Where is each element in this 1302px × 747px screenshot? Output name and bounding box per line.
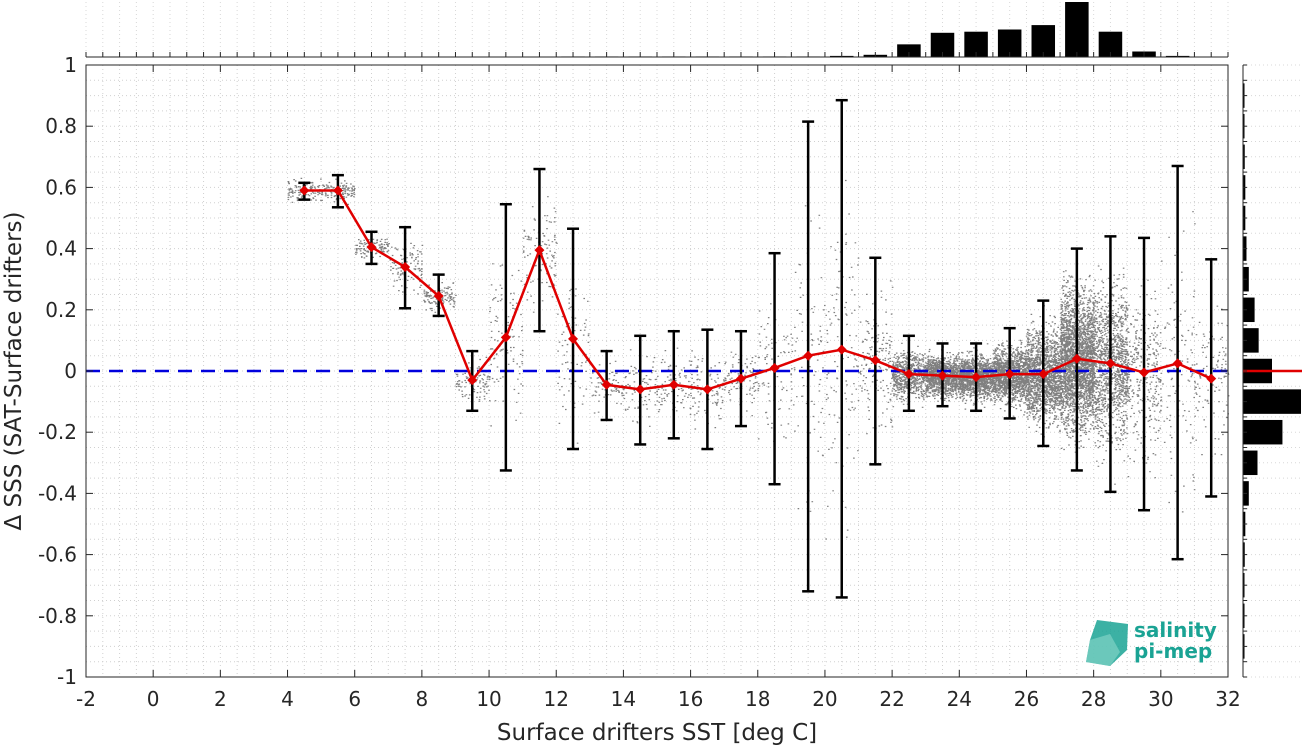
logo-shape-light [1086,634,1120,666]
x-histogram-panel [85,0,1229,58]
y-tick-label: -0.4 [38,481,77,505]
x-histogram-bar [997,29,1022,57]
x-tick-label: 18 [745,687,770,711]
x-tick-label: 14 [611,687,636,711]
y-histogram-bar [1243,389,1301,414]
x-tick-label: 6 [348,687,361,711]
x-axis-label: Surface drifters SST [deg C] [497,720,817,746]
x-tick-label: 20 [812,687,837,711]
y-histogram-bar [1243,297,1255,323]
logo-text-line1: salinity [1134,618,1217,642]
x-histogram-frame [86,0,1228,57]
mean-marker [568,333,579,344]
mean-marker [635,384,646,395]
scatter-cloud [287,177,1230,540]
mean-marker [836,344,847,355]
mean-marker [1139,367,1150,378]
y-tick-label: -0.2 [38,420,77,444]
x-histogram-bar [1098,31,1123,57]
mean-polyline [304,189,1212,391]
x-tick-label: -2 [76,687,96,711]
mean-marker [1071,353,1082,364]
x-tick-label: 2 [214,687,227,711]
x-histogram-bar [930,32,955,57]
y-histogram-panel [1242,64,1302,678]
x-histogram-bar [897,44,921,57]
y-histogram-ticks [1243,64,1247,678]
mean-marker [601,379,612,390]
x-tick-label: 28 [1081,687,1106,711]
mean-marker [500,332,511,343]
mean-marker [903,369,914,380]
x-tick-label: 10 [476,687,501,711]
mean-marker [735,373,746,384]
x-histogram-bar [1065,2,1089,57]
y-tick-label: 1 [64,53,77,77]
mean-marker [534,245,545,256]
x-tick-label: 24 [947,687,972,711]
mean-marker [366,242,377,253]
x-tick-label: 22 [879,687,904,711]
x-histogram-bars [561,2,1190,58]
mean-marker [870,355,881,366]
mean-marker [1038,369,1049,380]
x-tick-label: 4 [281,687,294,711]
x-histogram-ticks [85,52,1229,57]
y-tick-label: 0 [64,359,77,383]
binned-mean-line [299,185,1217,395]
y-histogram-bar [1243,328,1259,353]
x-tick-label: 16 [678,687,703,711]
mean-marker [971,372,982,383]
x-tick-label: 30 [1148,687,1173,711]
y-histogram-bar [1243,450,1258,476]
mean-marker [803,350,814,361]
x-tick-label: 26 [1014,687,1039,711]
mean-marker [299,185,310,196]
y-tick-label: -0.6 [38,543,77,567]
y-tick-label: -1 [57,665,77,689]
x-axis-ticks: -2 0 2 4 6 8 10 12 14 16 18 20 22 24 26 28 30 32 [76,65,1241,711]
x-tick-label: 8 [416,687,429,711]
logo-text-line2: pi-mep [1134,639,1212,663]
y-tick-label: 0.4 [45,237,77,261]
salinity-pimep-logo: salinity pi-mep [1086,618,1217,666]
mean-marker [332,185,343,196]
mean-marker [433,291,444,302]
x-tick-label: 0 [147,687,160,711]
x-tick-label: 12 [544,687,569,711]
mean-marker [937,370,948,381]
x-tick-label: 32 [1215,687,1240,711]
mean-marker [702,384,713,395]
x-histogram-bar [1031,25,1056,57]
x-histogram-bar [964,31,988,57]
mean-marker [1172,358,1183,369]
mean-marker [1206,373,1217,384]
y-axis-ticks: -1 -0.8 -0.6 -0.4 -0.2 0 0.2 0.4 0.6 0.8 1 [38,53,1228,689]
mean-marker [467,375,478,386]
y-tick-label: 0.2 [45,298,77,322]
y-tick-label: 0.6 [45,175,77,199]
y-tick-label: 0.8 [45,114,77,138]
main-plot: salinity pi-mep -2 0 2 4 6 8 10 12 14 16 18 20 22 24 2… [1,53,1241,746]
y-tick-label: -0.8 [38,604,77,628]
y-axis-label: Δ SSS (SAT-Surface drifters) [1,212,27,531]
y-histogram-bar [1243,419,1283,445]
mean-marker [1004,369,1015,380]
mean-marker [400,261,411,272]
mean-marker [769,362,780,373]
scatter-points [287,177,1230,540]
mean-marker [1105,358,1116,369]
mean-marker [668,379,679,390]
